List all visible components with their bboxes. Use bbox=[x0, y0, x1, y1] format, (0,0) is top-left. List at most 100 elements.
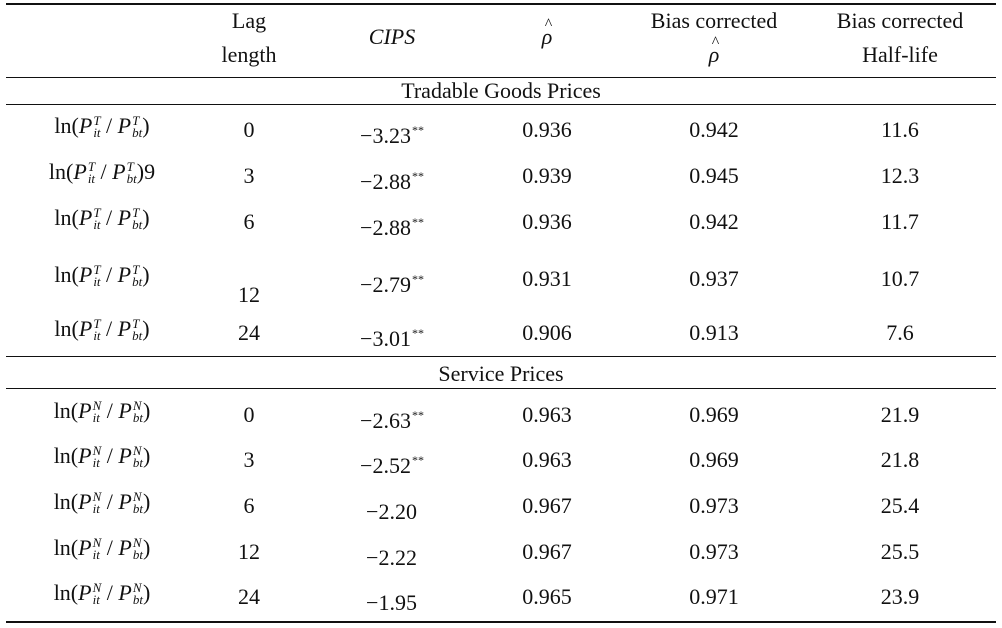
expr-p1-sub: it bbox=[87, 170, 96, 186]
expr-close: ) bbox=[142, 398, 151, 423]
rho-hat-mark: ^ bbox=[544, 16, 553, 33]
expr-ln: ln( bbox=[53, 443, 79, 468]
expr-p2: P bbox=[118, 443, 132, 468]
row-rho: 0.967 bbox=[522, 539, 572, 564]
expr-p2-sub: bt bbox=[132, 409, 143, 425]
expr-p2-sup: N bbox=[132, 534, 142, 550]
row-half-life: 10.7 bbox=[880, 266, 920, 291]
expr-p1-sup: N bbox=[92, 397, 102, 413]
significance-stars: ** bbox=[411, 453, 424, 467]
significance-stars: ** bbox=[411, 326, 424, 340]
row-bias-rho: 0.973 bbox=[689, 493, 739, 518]
expr-p2-sub: bt bbox=[126, 170, 137, 186]
expr-ln: ln( bbox=[53, 489, 79, 514]
expr-close: ) bbox=[142, 316, 150, 341]
expr-p1-sup: N bbox=[92, 534, 102, 550]
expr-close: ) bbox=[142, 113, 150, 138]
row-cips: −1.95 bbox=[332, 585, 452, 615]
expr-p2: P bbox=[118, 398, 132, 423]
cips-value: −2.20 bbox=[366, 499, 417, 524]
row-cips: −2.88** bbox=[332, 210, 452, 240]
expr-p2-sub: bt bbox=[132, 327, 143, 343]
expr-ln: ln( bbox=[53, 580, 79, 605]
bias-rho-symbol: ρ bbox=[708, 42, 720, 67]
expr-p1: P bbox=[78, 398, 92, 423]
expr-p2: P bbox=[117, 113, 132, 138]
expr-p2-sub: bt bbox=[132, 273, 143, 289]
row-cips: −2.88** bbox=[332, 164, 452, 194]
expr-p1-sup: T bbox=[93, 261, 101, 277]
cips-value: −2.63 bbox=[360, 408, 411, 433]
section-title-service: Service Prices bbox=[438, 361, 564, 386]
row-lag: 24 bbox=[238, 584, 260, 609]
expr-slash: / bbox=[100, 316, 118, 341]
expr-p1: P bbox=[78, 316, 93, 341]
expr-slash: / bbox=[101, 398, 119, 423]
header-bias-rho-line1: Bias corrected bbox=[650, 8, 778, 33]
row-lag: 12 bbox=[238, 282, 260, 307]
expr-p1-sup: N bbox=[92, 579, 102, 595]
row-rho: 0.963 bbox=[522, 402, 572, 427]
row-cips: −3.01** bbox=[332, 321, 452, 351]
expr-slash: / bbox=[95, 159, 113, 184]
cips-value: −2.88 bbox=[360, 215, 411, 240]
row-half-life: 12.3 bbox=[880, 163, 920, 188]
row-rho: 0.936 bbox=[522, 117, 572, 142]
row-bias-rho: 0.969 bbox=[689, 402, 739, 427]
row-cips: −2.22 bbox=[332, 540, 452, 570]
expr-p1-sup: N bbox=[92, 442, 102, 458]
expr-slash: / bbox=[100, 262, 118, 287]
expr-p1-sub: it bbox=[93, 327, 101, 343]
row-lag: 0 bbox=[243, 402, 255, 427]
header-half-life-line2: Half-life bbox=[862, 42, 938, 67]
expr-close: ) bbox=[142, 535, 151, 560]
cips-value: −2.79 bbox=[360, 272, 411, 297]
significance-stars: ** bbox=[411, 169, 424, 183]
row-lag: 12 bbox=[238, 539, 260, 564]
expr-p1-sup: T bbox=[93, 112, 101, 128]
expr-close: ) bbox=[142, 262, 150, 287]
expr-p2-sup: N bbox=[132, 397, 142, 413]
expr-p2-sup: T bbox=[132, 112, 140, 128]
row-bias-rho: 0.969 bbox=[689, 447, 739, 472]
expr-slash: / bbox=[100, 113, 118, 138]
expr-p1: P bbox=[73, 159, 87, 184]
expr-p1-sub: it bbox=[93, 273, 101, 289]
cips-value: −2.22 bbox=[366, 545, 417, 570]
row-rho: 0.936 bbox=[522, 209, 572, 234]
expr-p1-sub: it bbox=[93, 124, 101, 140]
header-rule bbox=[6, 77, 996, 78]
section1-rule bbox=[6, 104, 996, 105]
row-lag: 0 bbox=[243, 117, 255, 142]
row-bias-rho: 0.945 bbox=[689, 163, 739, 188]
significance-stars: ** bbox=[411, 408, 424, 422]
expr-p1: P bbox=[78, 205, 93, 230]
header-cips: CIPS bbox=[368, 24, 416, 49]
expr-p2-sup: T bbox=[132, 204, 140, 220]
cips-value: −1.95 bbox=[366, 590, 417, 615]
expr-ln: ln( bbox=[53, 535, 79, 560]
expr-close: ) bbox=[142, 205, 150, 230]
expr-ln: ln( bbox=[53, 398, 79, 423]
expr-p1-sub: it bbox=[92, 409, 100, 425]
expr-close: )9 bbox=[136, 159, 156, 184]
expr-ln: ln( bbox=[54, 316, 79, 341]
row-rho: 0.965 bbox=[522, 584, 572, 609]
